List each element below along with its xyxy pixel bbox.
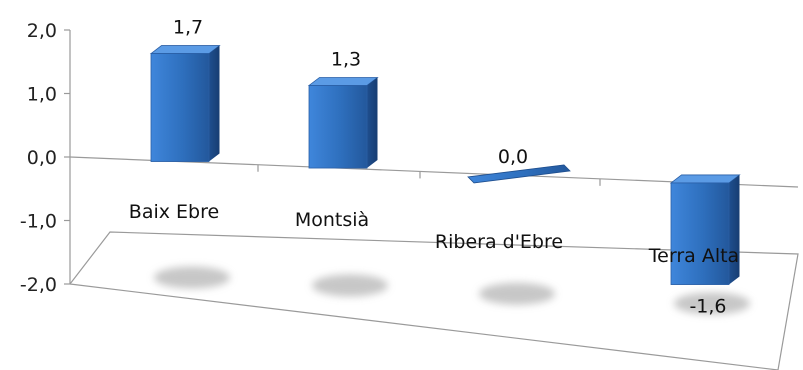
category-labels: Baix Ebre Montsià Ribera d'Ebre Terra Alta bbox=[129, 201, 739, 267]
y-axis-ticks: 2,0 1,0 0,0 -1,0 -2,0 bbox=[20, 20, 70, 296]
y-tick-label: -1,0 bbox=[20, 211, 57, 233]
bar-ribera-d-ebre bbox=[467, 164, 571, 184]
bar-front bbox=[670, 182, 730, 285]
bar-front bbox=[150, 53, 210, 162]
floor-shadows bbox=[154, 266, 750, 315]
y-tick-label: 0,0 bbox=[27, 147, 57, 169]
bar-shadow bbox=[312, 274, 388, 297]
category-label-montsi: Montsià bbox=[295, 209, 369, 231]
bar-top bbox=[149, 45, 221, 54]
data-label-montsi: 1,3 bbox=[331, 48, 361, 70]
bar-shadow bbox=[674, 292, 750, 315]
bar-top bbox=[307, 77, 379, 86]
category-label-baix-ebre: Baix Ebre bbox=[129, 201, 219, 223]
bar-side bbox=[729, 174, 740, 285]
y-tick-label: 1,0 bbox=[27, 84, 57, 106]
bar-side bbox=[209, 45, 220, 162]
bar-terra-alta bbox=[669, 174, 741, 285]
floor-plane bbox=[69, 231, 799, 370]
bar-top bbox=[669, 174, 741, 184]
bar-baix-ebre bbox=[149, 45, 221, 162]
bar-shadow bbox=[479, 282, 555, 305]
bar-montsi bbox=[307, 77, 379, 169]
bar-side bbox=[367, 77, 378, 169]
bar-shadow bbox=[154, 266, 230, 289]
category-label-ribera-d-ebre: Ribera d'Ebre bbox=[435, 231, 563, 253]
data-labels: 1,7 1,3 0,0 -1,6 bbox=[173, 17, 727, 318]
category-label-terra-alta: Terra Alta bbox=[648, 245, 739, 267]
bar-plate bbox=[467, 164, 571, 184]
y-tick-label: 2,0 bbox=[27, 20, 57, 42]
data-label-terra-alta: -1,6 bbox=[689, 296, 726, 318]
data-label-ribera-d-ebre: 0,0 bbox=[498, 146, 528, 168]
data-label-baix-ebre: 1,7 bbox=[173, 17, 203, 39]
y-tick-label: -2,0 bbox=[20, 274, 57, 296]
bars bbox=[149, 45, 741, 285]
bar-front bbox=[308, 85, 368, 169]
